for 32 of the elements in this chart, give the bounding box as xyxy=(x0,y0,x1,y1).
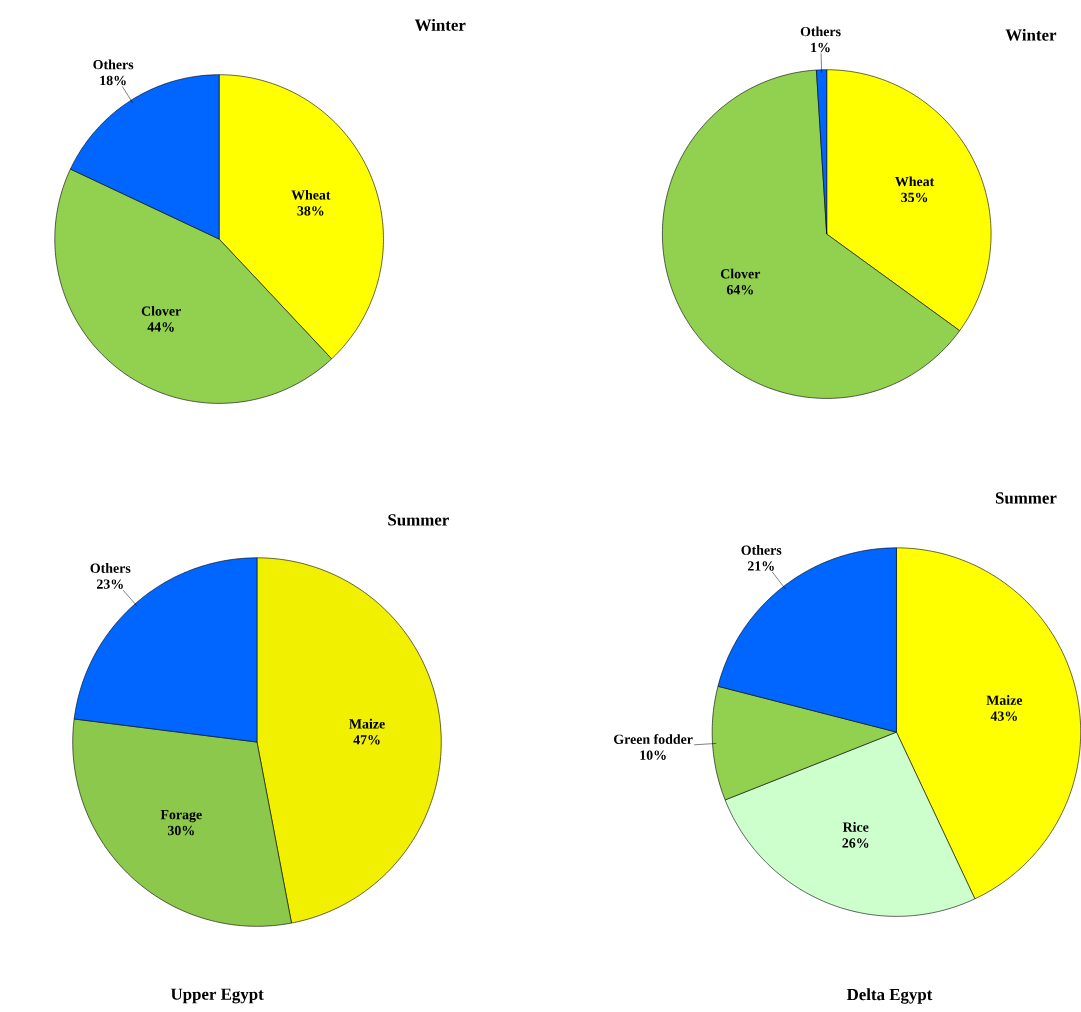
data-label: 18% xyxy=(100,75,126,86)
chart-title: Summer xyxy=(388,514,449,526)
text: Winter xyxy=(1005,28,1057,41)
text: Winter xyxy=(414,18,466,31)
data-label: 64% xyxy=(726,285,753,295)
slice-label: Others xyxy=(93,59,134,70)
data-label: 26% xyxy=(842,838,869,848)
data-label: 43% xyxy=(990,711,1017,721)
slice-label: Clover xyxy=(141,305,181,316)
slice-label: Green fodder xyxy=(614,734,693,744)
data-label: 30% xyxy=(167,825,194,836)
text: Delta Egypt xyxy=(846,988,933,1004)
slice-label: Others xyxy=(800,26,841,37)
slice-label: Maize xyxy=(349,718,385,729)
slice-label: Wheat xyxy=(895,176,935,187)
slice-label: Rice xyxy=(842,822,869,832)
data-label: 47% xyxy=(353,735,380,745)
data-label: 35% xyxy=(901,192,928,203)
slice-label: Others xyxy=(741,545,782,555)
slice-label: Forage xyxy=(160,810,202,823)
data-label: 44% xyxy=(147,322,174,332)
chart-title: Summer xyxy=(995,492,1057,504)
data-label: 1% xyxy=(811,42,830,53)
data-label: 38% xyxy=(297,206,324,216)
slice-label: Others xyxy=(90,563,131,573)
data-label: 10% xyxy=(640,750,666,760)
text: Upper Egypt xyxy=(170,988,264,1004)
slice-label: Maize xyxy=(986,695,1023,705)
slice-label: Wheat xyxy=(291,189,331,200)
data-label: 23% xyxy=(96,579,123,589)
slice-label: Clover xyxy=(720,268,761,279)
data-label: 21% xyxy=(747,561,774,571)
